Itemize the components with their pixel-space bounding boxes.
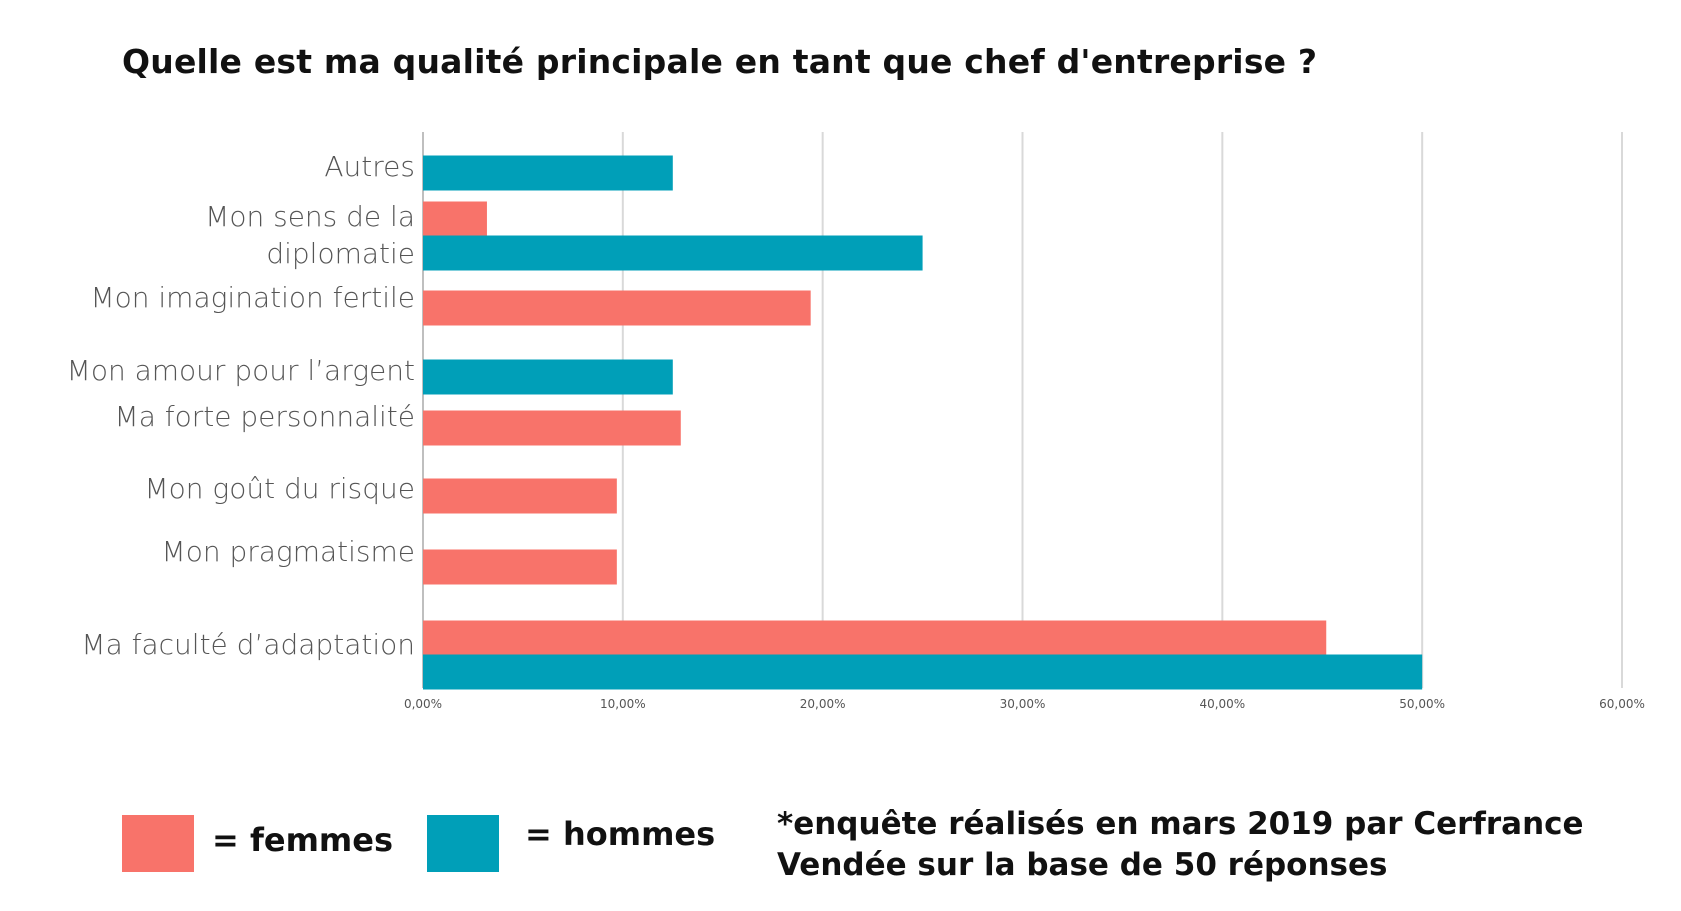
- category-label-2: Mon imagination fertile: [90, 281, 415, 314]
- chart-title: Quelle est ma qualité principale en tant…: [122, 42, 1318, 81]
- x-tick-label-6: 60,00%: [1599, 697, 1645, 711]
- x-tick-label-4: 40,00%: [1199, 697, 1246, 711]
- x-tick-label-1: 10,00%: [599, 697, 646, 711]
- x-tick-label-3: 30,00%: [999, 697, 1046, 711]
- category-label-4: Ma forte personnalité: [114, 400, 415, 433]
- x-tick-label-0: 0,00%: [403, 697, 443, 711]
- category-label-1: Mon sens de la diplomatie: [205, 200, 415, 270]
- legend-label-hommes: = hommes: [525, 815, 716, 853]
- bar-femmes-5: [423, 478, 617, 514]
- x-tick-label-5: 50,00%: [1399, 697, 1446, 711]
- legend-swatch-femmes: [122, 815, 194, 872]
- category-label-3: Mon amour pour l’argent: [66, 354, 415, 387]
- category-label-6: Mon pragmatisme: [161, 535, 415, 568]
- bar-hommes-1: [423, 235, 923, 271]
- survey-footnote: *enquête réalisés en mars 2019 par Cerfr…: [777, 806, 1584, 883]
- bar-femmes-2: [423, 290, 811, 326]
- category-label-7: Ma faculté d’adaptation: [81, 628, 415, 661]
- bar-hommes-7: [423, 654, 1423, 690]
- x-tick-label-2: 20,00%: [799, 697, 846, 711]
- bar-femmes-6: [423, 549, 617, 585]
- legend-label-femmes: = femmes: [212, 821, 394, 859]
- category-label-5: Mon goût du risque: [144, 472, 415, 505]
- legend-swatch-hommes: [427, 815, 499, 872]
- bar-femmes-7: [423, 620, 1327, 656]
- category-label-0: Autres: [324, 150, 415, 183]
- bar-femmes-4: [423, 410, 681, 446]
- bar-femmes-1: [423, 201, 487, 237]
- bar-hommes-3: [423, 359, 673, 395]
- bar-hommes-0: [423, 155, 673, 191]
